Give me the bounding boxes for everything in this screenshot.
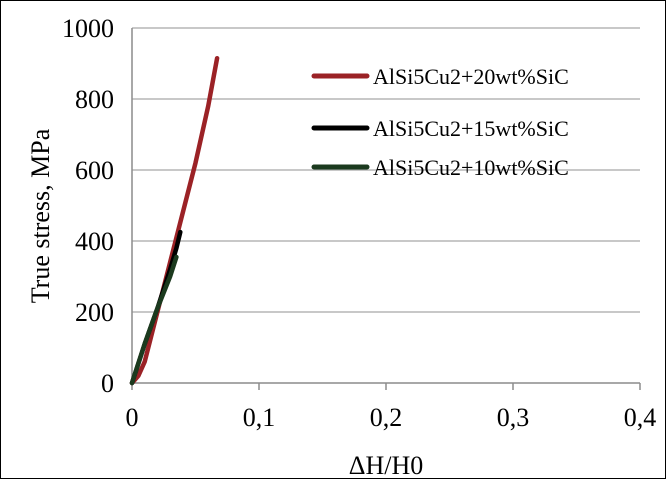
series-line-1: [129, 55, 220, 386]
legend-label-1: AlSi5Cu2+20wt%SiC: [373, 64, 569, 89]
y-tick-label: 0: [101, 369, 114, 398]
y-tick-label: 600: [75, 156, 114, 185]
series-lines: [129, 55, 220, 386]
x-tick-label: 0: [126, 403, 139, 432]
y-tick-label: 800: [75, 85, 114, 114]
legend-label-2: AlSi5Cu2+15wt%SiC: [373, 116, 569, 141]
series-line-3: [129, 254, 179, 386]
y-tick-label: 200: [75, 298, 114, 327]
gridlines: [132, 27, 640, 313]
y-axis-label: True stress, MPa: [26, 128, 55, 303]
x-tick-label: 0,3: [497, 403, 530, 432]
x-axis-label: ΔH/H0: [349, 451, 424, 480]
x-tick-label: 0,4: [624, 403, 657, 432]
x-tick-label: 0,1: [243, 403, 276, 432]
axes: [131, 28, 641, 390]
x-tick-labels: 0 0,1 0,2 0,3 0,4: [126, 403, 657, 432]
y-tick-labels: 0 200 400 600 800 1000: [62, 14, 114, 398]
y-tick-label: 400: [75, 227, 114, 256]
legend: AlSi5Cu2+20wt%SiC AlSi5Cu2+15wt%SiC AlSi5C…: [311, 64, 569, 180]
y-tick-label: 1000: [62, 14, 114, 43]
x-tick-label: 0,2: [370, 403, 403, 432]
legend-label-3: AlSi5Cu2+10wt%SiC: [373, 155, 569, 180]
